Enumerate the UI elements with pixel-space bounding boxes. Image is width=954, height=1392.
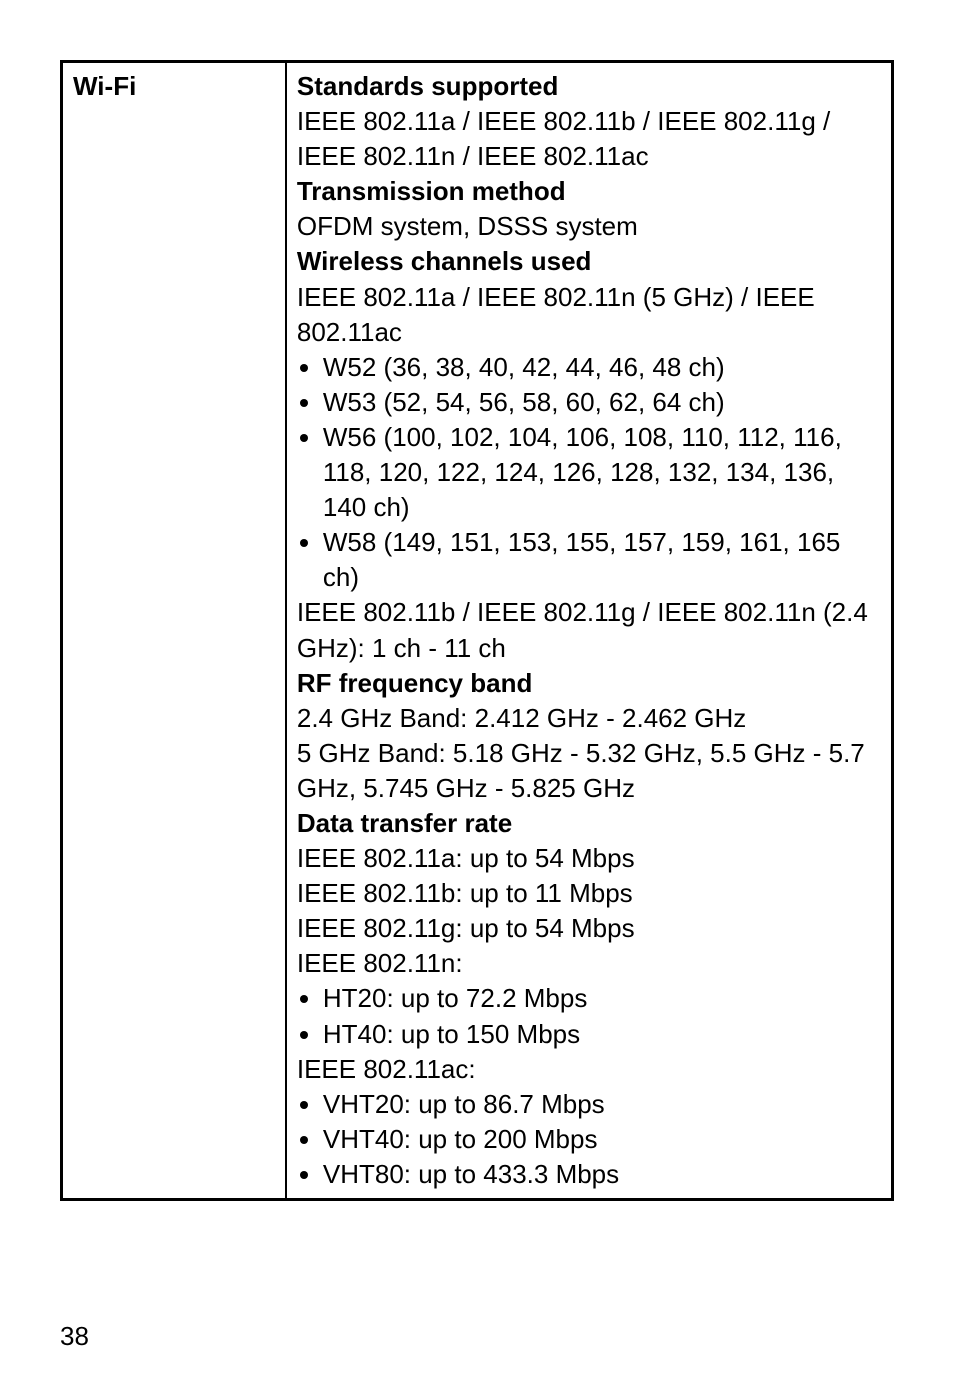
list-item: W56 (100, 102, 104, 106, 108, 110, 112, … — [323, 420, 881, 525]
heading-rf: RF frequency band — [297, 666, 881, 701]
row-label-cell: Wi-Fi — [62, 62, 286, 1200]
list-item: VHT80: up to 433.3 Mbps — [323, 1157, 881, 1192]
standards-line: IEEE 802.11a / IEEE 802.11b / IEEE 802.1… — [297, 104, 881, 174]
heading-channels: Wireless channels used — [297, 244, 881, 279]
rate-line: IEEE 802.11n: — [297, 946, 881, 981]
rf-line: 2.4 GHz Band: 2.412 GHz - 2.462 GHz — [297, 701, 881, 736]
rate-line: IEEE 802.11g: up to 54 Mbps — [297, 911, 881, 946]
list-item: VHT20: up to 86.7 Mbps — [323, 1087, 881, 1122]
rate-line: IEEE 802.11b: up to 11 Mbps — [297, 876, 881, 911]
transmission-line: OFDM system, DSSS system — [297, 209, 881, 244]
spec-table: Wi-Fi Standards supported IEEE 802.11a /… — [60, 60, 894, 1201]
list-item: HT20: up to 72.2 Mbps — [323, 981, 881, 1016]
list-item: VHT40: up to 200 Mbps — [323, 1122, 881, 1157]
page-number: 38 — [60, 1321, 894, 1352]
rate-n-list: HT20: up to 72.2 Mbps HT40: up to 150 Mb… — [297, 981, 881, 1051]
heading-standards: Standards supported — [297, 69, 881, 104]
rf-line: 5 GHz Band: 5.18 GHz - 5.32 GHz, 5.5 GHz… — [297, 736, 881, 806]
list-item: HT40: up to 150 Mbps — [323, 1017, 881, 1052]
rate-ac-list: VHT20: up to 86.7 Mbps VHT40: up to 200 … — [297, 1087, 881, 1192]
heading-transmission: Transmission method — [297, 174, 881, 209]
list-item: W58 (149, 151, 153, 155, 157, 159, 161, … — [323, 525, 881, 595]
list-item: W52 (36, 38, 40, 42, 44, 46, 48 ch) — [323, 350, 881, 385]
rate-line: IEEE 802.11a: up to 54 Mbps — [297, 841, 881, 876]
heading-rate: Data transfer rate — [297, 806, 881, 841]
row-content-cell: Standards supported IEEE 802.11a / IEEE … — [286, 62, 893, 1200]
row-label: Wi-Fi — [73, 71, 136, 101]
channels-intro: IEEE 802.11a / IEEE 802.11n (5 GHz) / IE… — [297, 280, 881, 350]
list-item: W53 (52, 54, 56, 58, 60, 62, 64 ch) — [323, 385, 881, 420]
channels-outro: IEEE 802.11b / IEEE 802.11g / IEEE 802.1… — [297, 595, 881, 665]
rate-line-ac: IEEE 802.11ac: — [297, 1052, 881, 1087]
channels-list: W52 (36, 38, 40, 42, 44, 46, 48 ch) W53 … — [297, 350, 881, 596]
